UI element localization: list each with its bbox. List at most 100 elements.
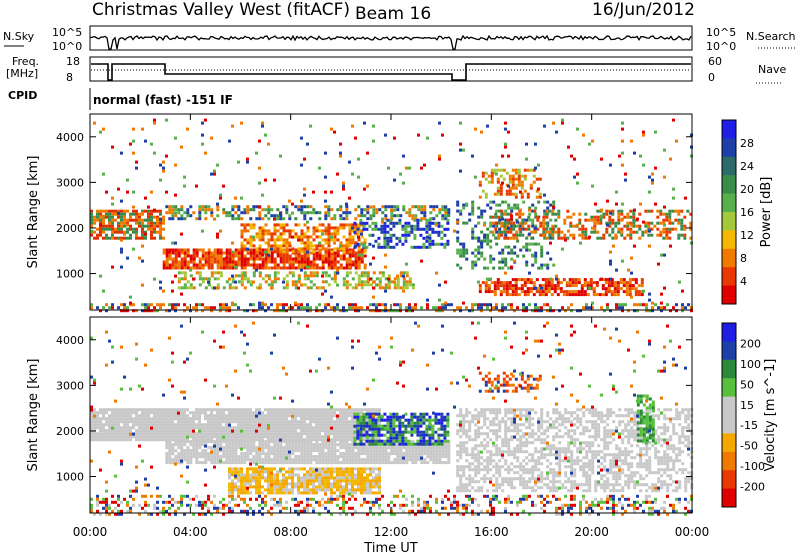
heatmap-cell <box>318 452 322 456</box>
heatmap-cell <box>168 408 171 412</box>
heatmap-cell <box>165 420 168 424</box>
heatmap-cell <box>222 260 226 264</box>
heatmap-cell <box>360 274 364 278</box>
heatmap-cell <box>249 257 253 261</box>
heatmap-cell <box>339 432 342 436</box>
heatmap-cell <box>267 476 270 480</box>
heatmap-cell <box>291 229 295 233</box>
heatmap-cell <box>90 432 93 436</box>
heatmap-cell <box>357 214 361 218</box>
heatmap-cell <box>309 244 313 248</box>
heatmap-cell <box>150 417 153 421</box>
heatmap-cell <box>327 461 331 465</box>
heatmap-cell <box>330 452 334 456</box>
heatmap-cell <box>342 309 345 313</box>
heatmap-cell <box>252 226 256 230</box>
heatmap-cell <box>162 221 165 225</box>
heatmap-cell <box>609 259 612 263</box>
heatmap-cell <box>398 218 402 222</box>
heatmap-cell <box>231 217 235 221</box>
heatmap-cell <box>288 440 292 444</box>
heatmap-cell <box>526 290 530 294</box>
heatmap-cell <box>297 488 300 492</box>
heatmap-cell <box>333 306 336 310</box>
heatmap-cell <box>168 411 171 415</box>
heatmap-cell <box>348 254 352 258</box>
heatmap-cell <box>249 423 252 427</box>
heatmap-cell <box>520 192 524 196</box>
heatmap-cell <box>483 257 487 261</box>
heatmap-cell <box>435 452 439 456</box>
heatmap-cell <box>300 446 304 450</box>
heatmap-cell <box>138 417 141 421</box>
heatmap-cell <box>192 446 196 450</box>
heatmap-cell <box>351 238 355 242</box>
heatmap-cell <box>204 458 208 462</box>
heatmap-cell <box>593 230 597 234</box>
heatmap-cell <box>144 230 147 234</box>
heatmap-cell <box>659 209 663 213</box>
heatmap-cell <box>432 205 436 209</box>
heatmap-cell <box>348 232 352 236</box>
heatmap-cell <box>360 449 364 453</box>
heatmap-cell <box>225 443 229 447</box>
heatmap-cell <box>648 190 651 194</box>
heatmap-cell <box>447 449 451 453</box>
heatmap-cell <box>252 263 256 267</box>
heatmap-cell <box>93 420 96 424</box>
heatmap-cell <box>389 236 393 240</box>
heatmap-cell <box>240 482 243 486</box>
colorbar-segment <box>722 175 736 195</box>
heatmap-cell <box>261 193 264 197</box>
heatmap-cell <box>689 221 693 225</box>
heatmap-cell <box>156 426 159 430</box>
heatmap-cell <box>660 253 663 257</box>
heatmap-cell <box>222 429 225 433</box>
heatmap-cell <box>255 254 259 258</box>
heatmap-cell <box>213 452 217 456</box>
heatmap-cell <box>363 244 366 248</box>
heatmap-cell <box>102 230 105 234</box>
heatmap-cell <box>249 438 252 442</box>
heatmap-cell <box>231 254 235 258</box>
heatmap-cell <box>258 470 261 474</box>
heatmap-cell <box>588 235 591 239</box>
figure-title: Christmas Valley West (fitACF) <box>92 0 350 20</box>
heatmap-cell <box>306 260 310 264</box>
heatmap-cell <box>581 227 585 231</box>
heatmap-cell <box>590 215 594 219</box>
heatmap-cell <box>446 239 450 243</box>
heatmap-cell <box>183 429 186 433</box>
heatmap-cell <box>288 229 292 233</box>
heatmap-cell <box>138 236 141 240</box>
heatmap-cell <box>288 263 292 267</box>
heatmap-cell <box>547 281 551 285</box>
heatmap-cell <box>123 309 126 313</box>
heatmap-cell <box>225 414 228 418</box>
heatmap-cell <box>351 443 355 447</box>
heatmap-cell <box>620 227 624 231</box>
heatmap-cell <box>225 248 229 252</box>
heatmap-cell <box>405 449 409 453</box>
heatmap-cell <box>297 423 300 427</box>
heatmap-cell <box>117 426 120 430</box>
heatmap-cell <box>357 452 361 456</box>
heatmap-cell <box>282 482 285 486</box>
nsky-tick-top: 10^5 <box>52 26 82 39</box>
heatmap-cell <box>327 241 331 245</box>
heatmap-cell <box>303 214 307 218</box>
heatmap-cell <box>315 244 319 248</box>
heatmap-cell <box>345 241 349 245</box>
heatmap-cell <box>252 303 255 307</box>
heatmap-cell <box>246 491 249 495</box>
heatmap-cell <box>545 221 549 225</box>
heatmap-cell <box>381 271 385 275</box>
heatmap-cell <box>183 438 186 442</box>
heatmap-cell <box>580 284 584 288</box>
heatmap-cell <box>348 257 352 261</box>
heatmap-cell <box>276 429 279 433</box>
heatmap-cell <box>384 289 387 293</box>
heatmap-cell <box>255 491 258 495</box>
heatmap-cell <box>231 485 234 489</box>
